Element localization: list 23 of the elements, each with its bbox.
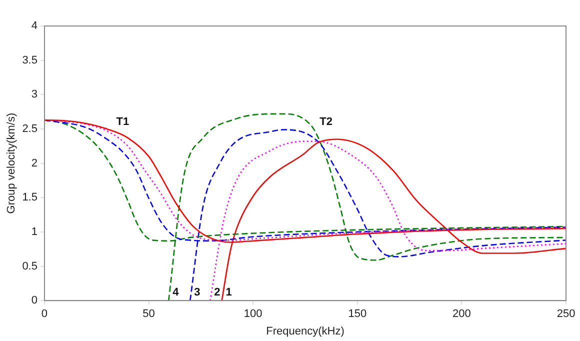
annotation: T2: [320, 116, 333, 128]
series-label: 2: [214, 286, 220, 299]
y-tick-label: 1.5: [22, 192, 38, 204]
y-tick-label: 3: [31, 88, 38, 101]
annotation: T1: [116, 116, 130, 128]
y-tick-label: 1: [31, 226, 38, 238]
x-tick-label: 150: [348, 308, 367, 320]
y-tick-label: 0: [31, 294, 38, 307]
x-tick-label: 0: [41, 308, 48, 320]
x-tick-label: 250: [556, 308, 576, 320]
y-tick-label: 2: [31, 157, 38, 170]
y-tick-label: 4: [31, 20, 38, 32]
series-label: 3: [194, 286, 200, 299]
y-tick-label: 0.5: [22, 260, 38, 272]
series-label: 1: [226, 286, 232, 299]
x-tick-label: 50: [142, 308, 155, 320]
y-tick-label: 2.5: [22, 123, 38, 136]
x-tick-label: 100: [244, 308, 262, 320]
x-tick-label: 200: [452, 308, 471, 320]
y-tick-label: 3.5: [22, 54, 38, 66]
x-axis-title: Frequency(kHz): [266, 325, 344, 338]
y-axis-title: Group velocity(km/s): [6, 112, 18, 214]
series-label: 4: [172, 286, 180, 299]
